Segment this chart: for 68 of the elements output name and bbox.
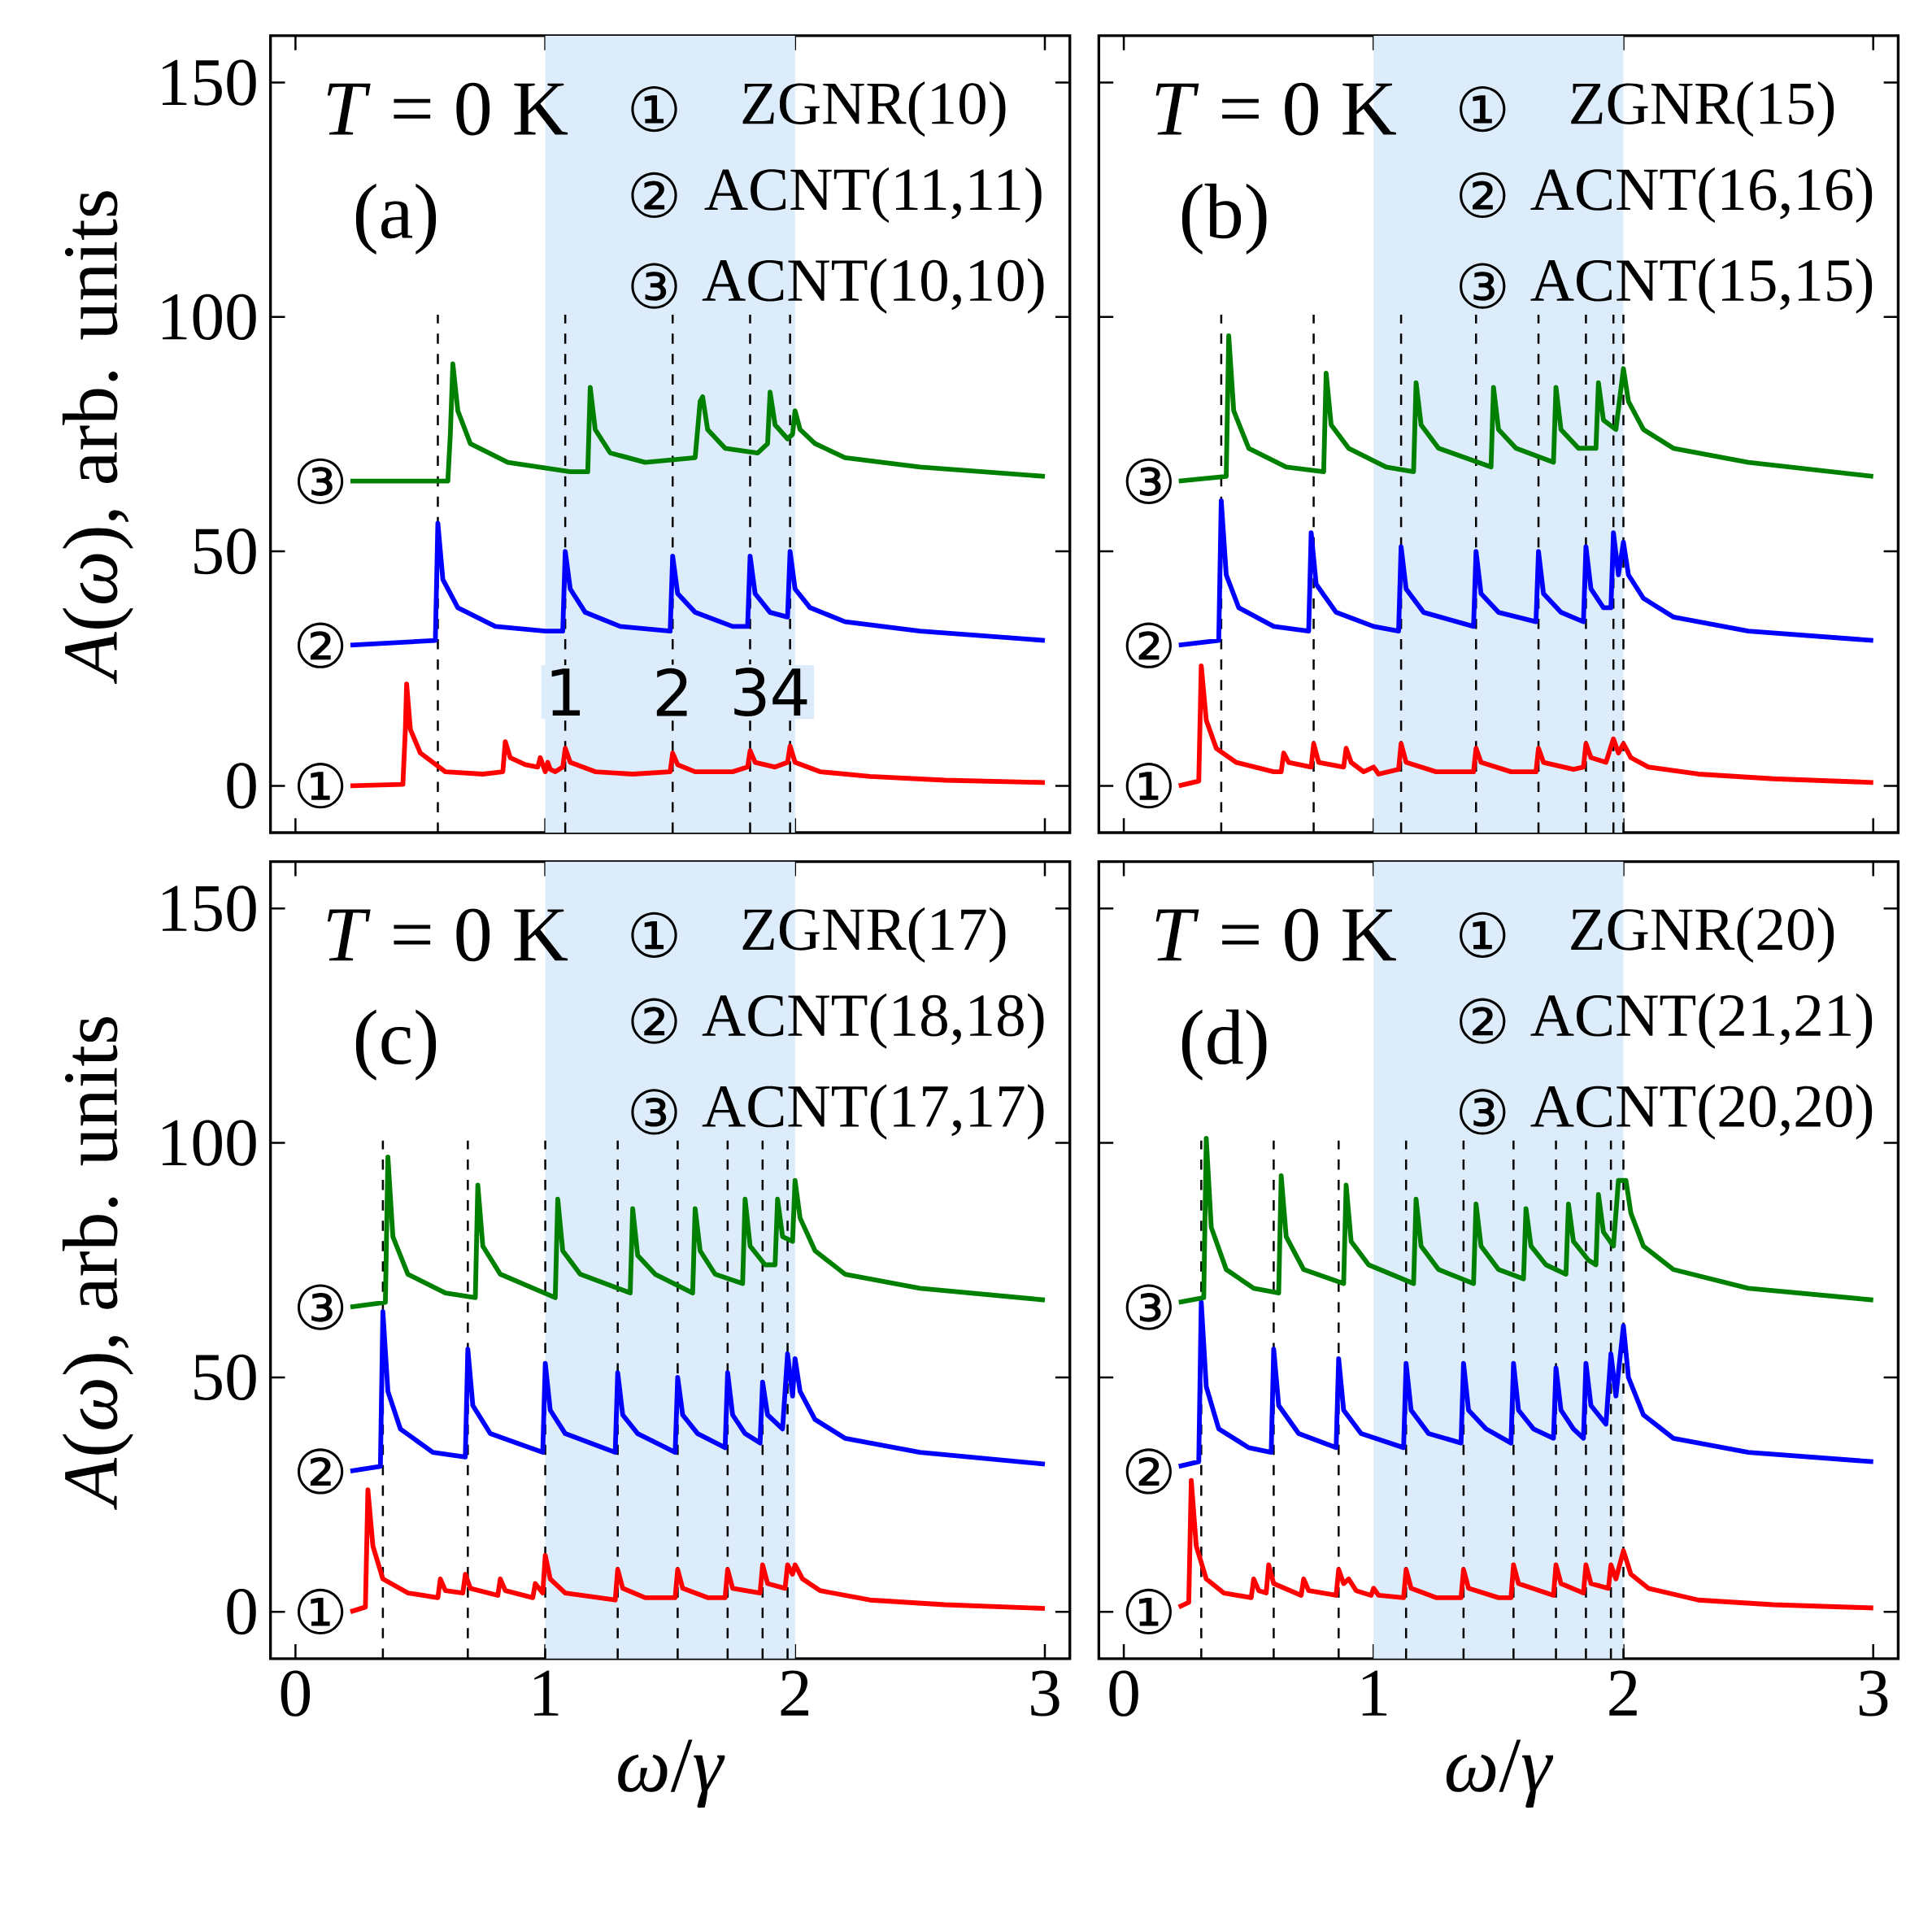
x-axis-title: ω/γ bbox=[618, 1739, 725, 1808]
y-tick-label: 0 bbox=[227, 1588, 256, 1635]
annotation: T = 0 K bbox=[1155, 908, 1396, 962]
annotation: ZGNR(15) bbox=[1571, 80, 1834, 137]
y-tick-label: 50 bbox=[194, 1354, 256, 1401]
annotation: (c) bbox=[355, 1009, 437, 1081]
annotation: ACNT(20,20) bbox=[1530, 1084, 1873, 1140]
annotation: ③ bbox=[1125, 458, 1172, 504]
x-tick-label: 1 bbox=[534, 1670, 559, 1716]
x-tick-label: 3 bbox=[1859, 1670, 1888, 1717]
x-tick-label: 2 bbox=[1609, 1670, 1637, 1716]
annotation: T = 0 K bbox=[1155, 82, 1396, 136]
annotation: ② bbox=[631, 172, 677, 219]
annotation: ② bbox=[1460, 172, 1506, 219]
annotation: 1 bbox=[551, 668, 581, 716]
annotation: ② bbox=[1125, 622, 1172, 668]
annotation: ACNT(11,11) bbox=[704, 167, 1042, 224]
annotation: ③ bbox=[631, 1089, 677, 1135]
annotation: ZGNR(17) bbox=[742, 907, 1006, 963]
annotation: 3 bbox=[734, 668, 766, 717]
x-tick-label: 2 bbox=[781, 1670, 809, 1716]
annotation: ③ bbox=[631, 263, 677, 309]
x-tick-label: 0 bbox=[1109, 1670, 1138, 1717]
annotation: ① bbox=[631, 912, 677, 958]
annotation: ACNT(21,21) bbox=[1530, 993, 1873, 1049]
annotation: ZGNR(10) bbox=[742, 80, 1006, 137]
y-axis-title: A(ω), arb. units bbox=[62, 191, 133, 685]
annotation: ACNT(10,10) bbox=[702, 258, 1044, 314]
y-tick-label: 100 bbox=[162, 294, 256, 340]
annotation: ACNT(17,17) bbox=[702, 1084, 1044, 1140]
x-tick-label: 1 bbox=[1362, 1670, 1387, 1716]
annotation: ZGNR(20) bbox=[1571, 907, 1834, 963]
annotation: ① bbox=[297, 763, 344, 809]
annotation: ③ bbox=[297, 458, 344, 504]
x-tick-label: 0 bbox=[281, 1670, 311, 1717]
annotation: ① bbox=[297, 1588, 344, 1635]
annotation: 2 bbox=[656, 668, 687, 716]
annotation: ② bbox=[297, 622, 344, 668]
y-tick-label: 0 bbox=[227, 763, 256, 809]
annotation: ACNT(16,16) bbox=[1530, 167, 1873, 224]
x-tick-label: 3 bbox=[1031, 1670, 1060, 1717]
y-tick-label: 150 bbox=[162, 59, 256, 106]
annotation: ① bbox=[1460, 912, 1506, 958]
annotation: (d) bbox=[1181, 1009, 1267, 1081]
annotation: ③ bbox=[1460, 1089, 1506, 1135]
y-axis-title: A(ω), arb. units bbox=[62, 1017, 133, 1511]
annotation: ACNT(15,15) bbox=[1530, 258, 1873, 314]
x-axis-title: ω/γ bbox=[1446, 1739, 1554, 1808]
annotation: ② bbox=[1125, 1448, 1172, 1495]
annotation: ③ bbox=[1125, 1284, 1172, 1330]
y-tick-label: 100 bbox=[162, 1120, 256, 1166]
annotation: ② bbox=[1460, 998, 1506, 1044]
annotation: ① bbox=[631, 85, 677, 133]
annotation: ③ bbox=[297, 1284, 344, 1330]
annotation: ② bbox=[631, 998, 677, 1044]
annotation: (a) bbox=[355, 183, 437, 255]
annotation: ② bbox=[297, 1448, 344, 1495]
annotation: ① bbox=[1460, 85, 1506, 133]
annotation: T = 0 K bbox=[327, 82, 568, 136]
annotation: ① bbox=[1125, 1588, 1172, 1635]
annotation: ① bbox=[1125, 763, 1172, 809]
annotation: ACNT(18,18) bbox=[702, 993, 1044, 1049]
annotation: T = 0 K bbox=[327, 908, 568, 962]
y-tick-label: 150 bbox=[162, 886, 256, 932]
annotation: 4 bbox=[772, 668, 807, 716]
annotation: (b) bbox=[1181, 183, 1267, 255]
annotation: ③ bbox=[1460, 263, 1506, 309]
y-tick-label: 50 bbox=[194, 528, 256, 575]
